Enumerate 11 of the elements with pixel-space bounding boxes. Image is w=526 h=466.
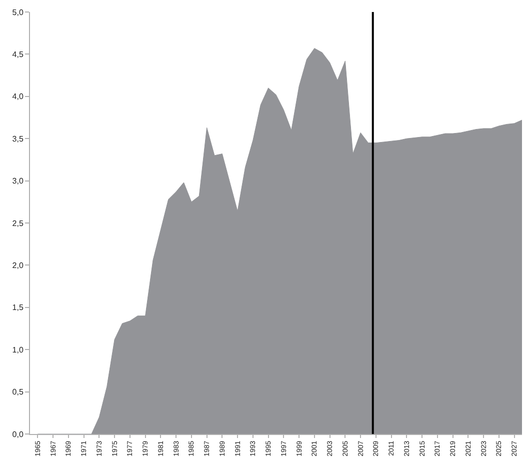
y-tick-label: 2,5	[12, 218, 24, 228]
y-tick-label: 3,5	[12, 134, 24, 144]
y-tick-label: 1,5	[12, 303, 24, 312]
y-tick-label: 0,0	[12, 430, 24, 439]
y-tick-label: 0,5	[12, 388, 24, 397]
y-tick-label: 4,5	[12, 50, 24, 59]
y-tick-label: 1,0	[12, 345, 24, 354]
y-tick-label: 2,0	[12, 261, 24, 270]
y-tick-label: 3,0	[12, 176, 24, 186]
y-tick-label: 4,0	[12, 92, 24, 102]
y-tick-label: 5,0	[12, 8, 24, 17]
